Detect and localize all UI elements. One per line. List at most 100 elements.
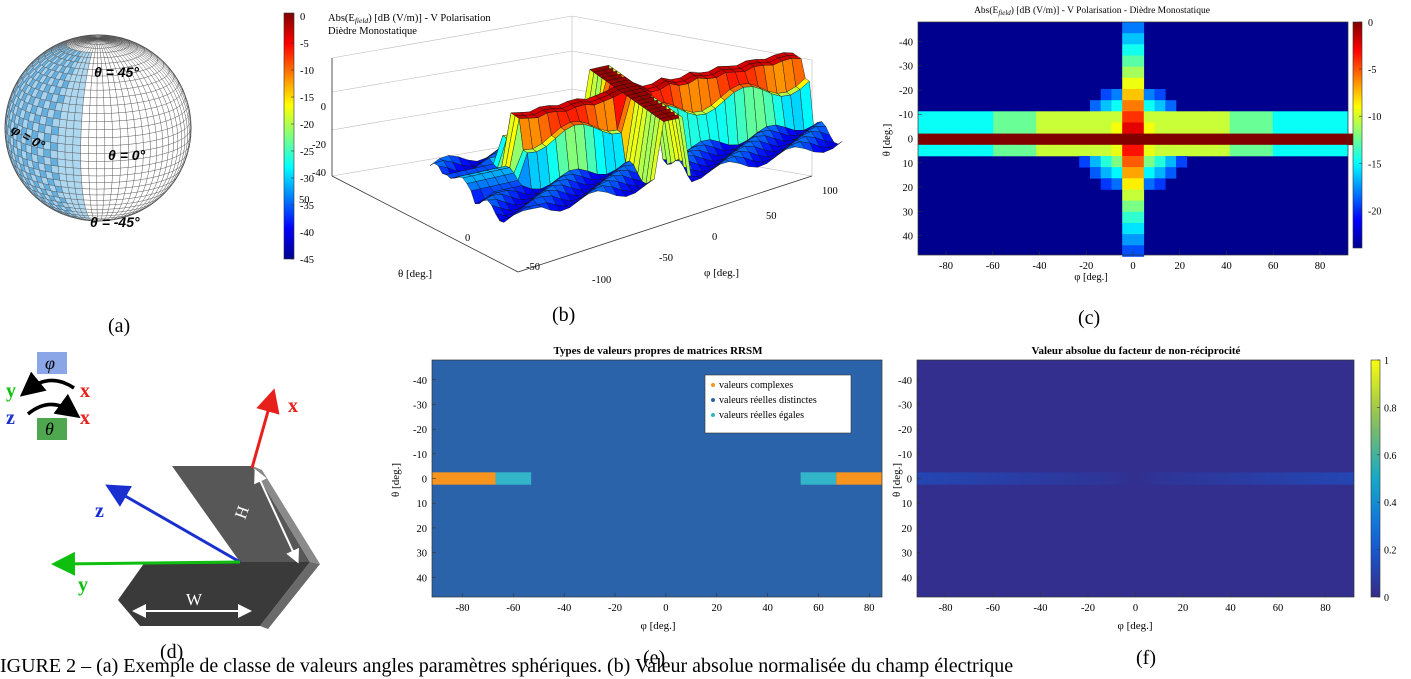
sphere-cell (113, 62, 120, 69)
label-f: (f) (1136, 647, 1156, 669)
longitude-line (5, 38, 99, 152)
sphere-cell (155, 80, 164, 89)
sphere-cell (83, 43, 90, 48)
heatmap-cell (950, 111, 962, 123)
sphere-cell (110, 194, 118, 200)
heatmap-cell (1165, 100, 1177, 112)
sphere-cell (103, 188, 112, 195)
heatmap-cell (950, 144, 962, 157)
sphere-cell (136, 48, 145, 53)
sphere-cell (42, 76, 51, 85)
sphere-cell (61, 103, 70, 112)
sphere-cell (38, 123, 46, 133)
sphere-cell (104, 121, 113, 130)
sphere-cell (45, 62, 54, 69)
sphere-cell (80, 208, 87, 213)
heatmap-cell (939, 111, 951, 123)
sphere-cell (43, 133, 52, 143)
sphere-cell (28, 95, 36, 105)
sphere-cell (142, 53, 151, 59)
sphere-cell (14, 153, 20, 164)
legend-z: z (6, 407, 15, 429)
heatmap-cell (950, 133, 962, 146)
sphere-cell (155, 190, 164, 197)
sphere-cell (52, 49, 61, 55)
longitude-line (5, 38, 99, 122)
sphere-cell (72, 152, 81, 161)
sphere-cell (131, 72, 140, 80)
sphere-cell (135, 134, 144, 144)
sphere-cell (56, 58, 65, 66)
heatmap-cell (1122, 66, 1134, 79)
latitude-line (7, 102, 189, 130)
sphere-cell (186, 107, 190, 118)
sphere-cell (74, 112, 83, 122)
phi-tick-label: 100 (822, 186, 838, 197)
heatmap-cell (1122, 89, 1134, 101)
sphere-cell (133, 50, 142, 57)
heatmap-cell (1133, 223, 1145, 235)
sphere-cell (77, 51, 85, 57)
sphere-cell (38, 54, 45, 61)
sphere-cell (173, 161, 179, 171)
colorbar-f-tick-label: 0.6 (1384, 451, 1397, 462)
sphere-cell (7, 126, 11, 137)
sphere-cell (139, 109, 148, 119)
sphere-cell (119, 174, 128, 182)
sphere-label-theta-45: θ = 45° (94, 64, 139, 80)
sphere-cell (96, 137, 105, 146)
sphere-cell (159, 96, 167, 106)
sphere-cell (75, 188, 83, 195)
sphere-cell (173, 77, 179, 86)
sphere-cell (170, 117, 177, 128)
sphere-cell (6, 104, 9, 115)
sphere-cell (155, 185, 164, 193)
sphere-cell (46, 178, 55, 186)
sphere-cell (102, 75, 109, 83)
heatmap-cell (1100, 144, 1112, 157)
sphere-cell (88, 137, 97, 146)
heatmap-cell (928, 122, 940, 134)
sphere-cell (147, 116, 155, 126)
heatmap-cell (1133, 211, 1145, 224)
heatmap-cell (1165, 156, 1177, 168)
sphere-cell (75, 46, 83, 51)
latitude-line (6, 111, 190, 139)
heatmap-cell (1262, 133, 1274, 146)
sphere-cell (10, 136, 14, 147)
heatmap-cell (1111, 178, 1123, 190)
heatmap-cell (1208, 144, 1220, 157)
sphere-figure: θ = 45° φ = 0° θ = 0° θ = -45° (4, 34, 192, 230)
longitude-line (57, 38, 99, 221)
sphere-cell (112, 168, 121, 176)
sphere-cell (45, 52, 53, 59)
sphere-cell (75, 104, 83, 114)
sphere-cell (151, 65, 160, 73)
heatmap-cell (1176, 144, 1188, 157)
sphere-cell (125, 54, 134, 60)
sphere-cell (72, 160, 81, 169)
sphere-cell (155, 89, 164, 98)
sphere-cell (119, 81, 128, 90)
heatmap-cell (1004, 111, 1016, 123)
sphere-cell (184, 148, 188, 158)
chart-e-ylabel: θ [deg.] (390, 463, 402, 497)
sphere-cell (150, 56, 158, 63)
sphere-cell (180, 121, 185, 132)
heatmap-cell (1133, 22, 1145, 34)
sphere-cell (117, 187, 126, 195)
sphere-cell (114, 82, 122, 90)
sphere-cell (92, 48, 96, 53)
sphere-cell (17, 124, 23, 135)
heatmap-cell (971, 122, 983, 134)
heatmap-cell (1133, 234, 1145, 246)
sphere-cell (125, 180, 134, 188)
sphere-cell (50, 142, 58, 152)
sphere-cell (70, 55, 78, 62)
y-tick-label: -10 (898, 450, 912, 461)
sphere-cell (43, 60, 52, 68)
sphere-cell (140, 189, 149, 197)
sphere-cell (166, 158, 173, 168)
longitude-line (80, 38, 99, 221)
sphere-cell (58, 166, 67, 175)
